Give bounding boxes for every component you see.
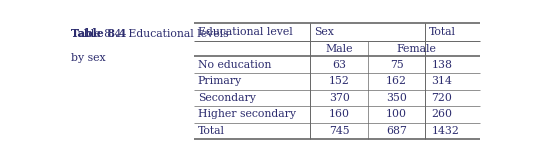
Text: Male: Male — [325, 44, 353, 54]
Text: Secondary: Secondary — [198, 93, 256, 103]
Text: 370: 370 — [329, 93, 349, 103]
Text: Table 8.4  Educational levels: Table 8.4 Educational levels — [71, 29, 229, 39]
Text: 138: 138 — [431, 60, 452, 70]
Text: 260: 260 — [431, 109, 452, 119]
Text: Sex: Sex — [314, 27, 334, 37]
Text: 100: 100 — [386, 109, 407, 119]
Text: Total: Total — [429, 27, 456, 37]
Text: 350: 350 — [386, 93, 407, 103]
Text: Educational level: Educational level — [198, 27, 293, 37]
Text: 745: 745 — [329, 126, 349, 136]
Text: 162: 162 — [386, 76, 407, 86]
Text: by sex: by sex — [71, 53, 106, 63]
Text: 75: 75 — [390, 60, 404, 70]
Text: Total: Total — [198, 126, 225, 136]
Text: 152: 152 — [329, 76, 349, 86]
Text: 63: 63 — [332, 60, 346, 70]
Text: 314: 314 — [431, 76, 452, 86]
Text: Higher secondary: Higher secondary — [198, 109, 296, 119]
Text: No education: No education — [198, 60, 271, 70]
Text: 160: 160 — [329, 109, 349, 119]
Text: 1432: 1432 — [431, 126, 459, 136]
Text: 720: 720 — [431, 93, 452, 103]
Text: Table 8.4: Table 8.4 — [71, 28, 126, 39]
Text: Female: Female — [397, 44, 436, 54]
Text: 687: 687 — [386, 126, 407, 136]
Text: Primary: Primary — [198, 76, 242, 86]
